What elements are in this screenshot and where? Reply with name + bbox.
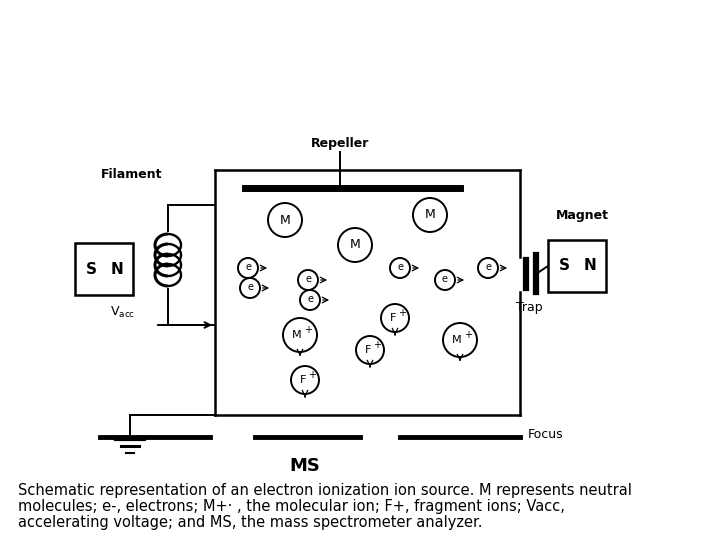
- Text: M: M: [279, 213, 290, 226]
- Text: molecules; e-, electrons; M+· , the molecular ion; F+, fragment ions; Vacc,: molecules; e-, electrons; M+· , the mole…: [18, 499, 565, 514]
- Text: +: +: [398, 308, 406, 318]
- Text: e: e: [397, 262, 403, 272]
- Text: +: +: [308, 370, 316, 380]
- Text: e: e: [485, 262, 491, 272]
- Text: MS: MS: [289, 457, 320, 475]
- Text: accelerating voltage; and MS, the mass spectrometer analyzer.: accelerating voltage; and MS, the mass s…: [18, 515, 482, 530]
- Text: N: N: [583, 259, 596, 273]
- Text: M: M: [292, 330, 302, 340]
- Text: +: +: [373, 340, 381, 350]
- Bar: [75, 243, 133, 295]
- Text: M: M: [425, 208, 436, 221]
- Text: Magnet: Magnet: [556, 209, 608, 222]
- Text: Repeller: Repeller: [311, 137, 369, 150]
- Text: F: F: [300, 375, 306, 385]
- Text: e: e: [307, 294, 313, 304]
- Text: +: +: [464, 330, 472, 340]
- Text: N: N: [110, 261, 123, 276]
- Text: e: e: [442, 274, 448, 284]
- Text: Trap: Trap: [516, 301, 543, 314]
- Bar: [548, 240, 606, 292]
- Text: Focus: Focus: [528, 429, 564, 442]
- Text: Schematic representation of an electron ionization ion source. M represents neut: Schematic representation of an electron …: [18, 483, 632, 498]
- Text: e: e: [245, 262, 251, 272]
- Text: S: S: [86, 261, 96, 276]
- Text: e: e: [305, 274, 311, 284]
- Text: M: M: [452, 335, 462, 345]
- Text: M: M: [350, 239, 361, 252]
- Text: S: S: [559, 259, 570, 273]
- Text: F: F: [365, 345, 372, 355]
- Text: +: +: [304, 325, 312, 335]
- Text: Filament: Filament: [101, 168, 162, 181]
- Text: V$_{\mathrm{acc}}$: V$_{\mathrm{acc}}$: [110, 305, 135, 320]
- Text: e: e: [247, 282, 253, 292]
- Text: F: F: [390, 313, 396, 323]
